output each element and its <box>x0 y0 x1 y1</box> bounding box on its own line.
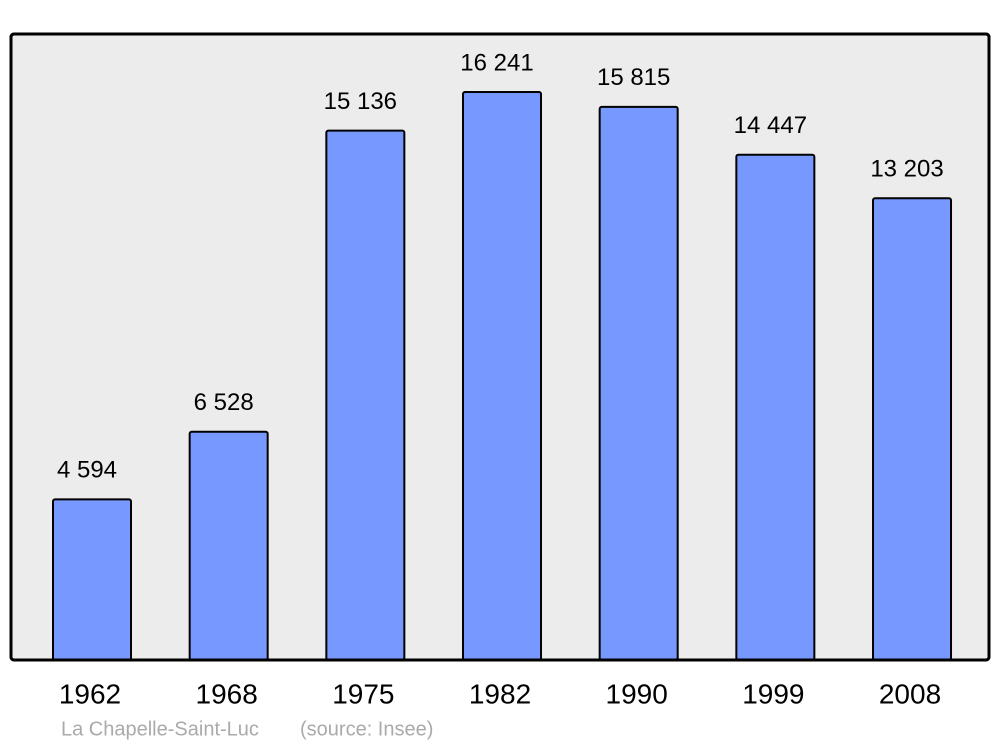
bar <box>188 430 269 662</box>
x-tick-label: 1962 <box>59 678 121 709</box>
x-tick-label: 1982 <box>469 678 531 709</box>
x-tick-label: 2008 <box>879 678 941 709</box>
source: (source: Insee) <box>300 718 433 740</box>
x-tick-label: 1990 <box>606 678 668 709</box>
x-tick-label: 1968 <box>196 678 258 709</box>
bar <box>735 153 816 661</box>
x-tick-label: 1975 <box>332 678 394 709</box>
plot-frame <box>9 32 991 662</box>
value-label: 4 594 <box>57 457 117 484</box>
bar <box>325 129 406 662</box>
value-label: 15 136 <box>324 88 397 115</box>
bar <box>872 197 953 661</box>
value-label: 14 447 <box>734 112 807 139</box>
bar <box>598 105 679 662</box>
caption: La Chapelle-Saint-Luc <box>61 718 259 740</box>
value-label: 15 815 <box>597 64 670 91</box>
x-tick-label: 1999 <box>742 678 804 709</box>
bar <box>52 498 132 661</box>
value-label: 6 528 <box>194 389 254 416</box>
bar <box>462 91 543 661</box>
value-label: 13 203 <box>870 156 943 183</box>
value-label: 16 241 <box>460 49 533 76</box>
